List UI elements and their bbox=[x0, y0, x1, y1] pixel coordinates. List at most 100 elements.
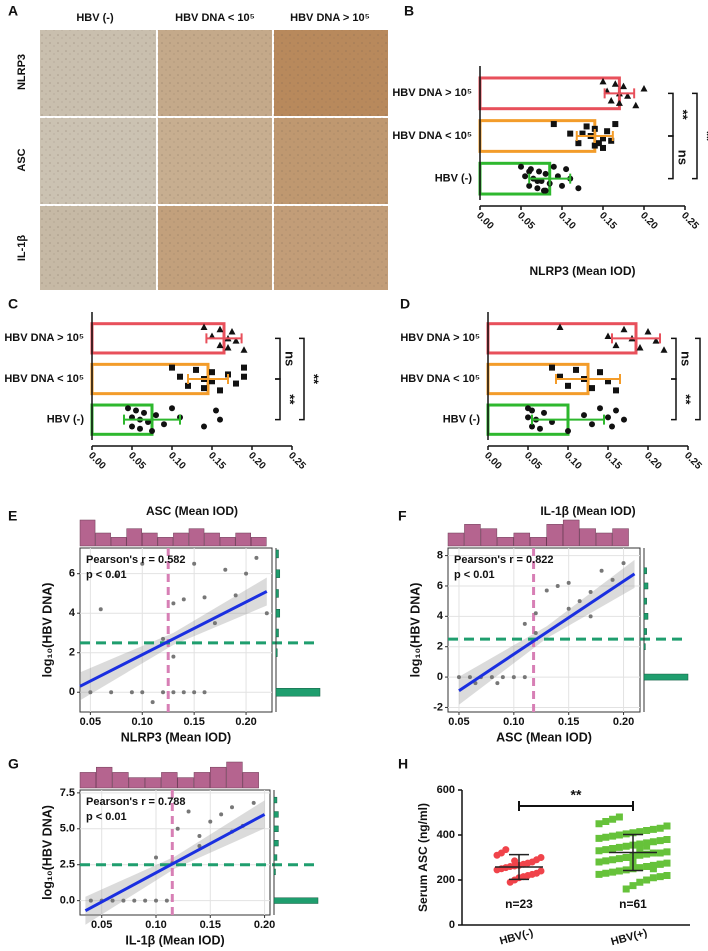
point bbox=[177, 373, 183, 380]
point bbox=[597, 405, 603, 412]
point bbox=[595, 820, 603, 828]
annotation: p < 0.01 bbox=[86, 811, 127, 823]
point bbox=[193, 366, 199, 373]
point bbox=[656, 860, 664, 868]
point bbox=[230, 805, 234, 810]
point bbox=[622, 885, 630, 893]
histogram-bar bbox=[142, 532, 158, 547]
point bbox=[602, 869, 610, 877]
point bbox=[624, 92, 632, 99]
point bbox=[533, 611, 538, 616]
x-tick-label: 0.05 bbox=[126, 450, 148, 472]
category-label: HBV DNA > 10⁵ bbox=[400, 332, 480, 344]
x-axis-label: NLRP3 (Mean IOD) bbox=[529, 264, 635, 278]
point bbox=[241, 364, 247, 371]
error-bar bbox=[528, 171, 572, 186]
point bbox=[615, 867, 623, 875]
significance-label: ns bbox=[676, 150, 691, 165]
bar-panel: HBV (-) HBV DNA < 10⁵ HBV DNA > 10⁵ 0.00 0.0… bbox=[4, 312, 322, 518]
histogram-bar bbox=[275, 569, 281, 578]
annotation: Pearson's r = 0.582 bbox=[86, 554, 186, 566]
point bbox=[577, 599, 582, 604]
x-tick-label: 0.25 bbox=[682, 450, 704, 472]
column-label: HBV DNA < 10⁵ bbox=[175, 12, 255, 24]
x-tick-label: 0.10 bbox=[556, 210, 578, 232]
point bbox=[559, 182, 565, 189]
y-tick-label: 7.5 bbox=[60, 787, 75, 799]
x-tick-label: 0.20 bbox=[613, 716, 634, 728]
point bbox=[591, 142, 598, 149]
error-bar bbox=[575, 129, 614, 143]
category-label: HBV DNA < 10⁵ bbox=[400, 373, 480, 385]
point bbox=[161, 421, 167, 428]
point bbox=[202, 595, 207, 600]
y-tick-label: 2.5 bbox=[60, 859, 75, 871]
category-label: HBV DNA > 10⁵ bbox=[392, 87, 472, 99]
significance-bracket bbox=[695, 337, 701, 421]
panel-letter: F bbox=[398, 508, 407, 524]
point bbox=[608, 137, 615, 144]
point bbox=[522, 621, 527, 626]
point bbox=[125, 405, 131, 412]
point bbox=[544, 588, 549, 593]
regression-line bbox=[458, 572, 636, 692]
scatter-panel: 0.05 0.10 0.15 0.20 0 2 4 6 Pearson's r = 0.582 p… bbox=[40, 519, 321, 744]
significance-bracket bbox=[671, 378, 677, 421]
point bbox=[612, 121, 619, 128]
x-tick-label: 0.15 bbox=[200, 919, 221, 931]
point bbox=[589, 385, 595, 392]
point bbox=[660, 346, 668, 353]
point bbox=[609, 815, 617, 823]
y-tick-label: 0.0 bbox=[60, 895, 75, 907]
panel-letter: H bbox=[398, 756, 408, 772]
point bbox=[604, 128, 611, 135]
point bbox=[565, 382, 571, 389]
histogram-bar bbox=[273, 854, 278, 861]
point bbox=[241, 373, 247, 380]
x-tick-label: 0.05 bbox=[522, 450, 544, 472]
significance-bracket bbox=[668, 92, 674, 137]
point bbox=[636, 840, 644, 848]
point bbox=[212, 621, 217, 626]
x-tick-label: 0.05 bbox=[448, 716, 469, 728]
point bbox=[649, 874, 657, 882]
x-tick-label: 0.05 bbox=[91, 919, 112, 931]
point bbox=[579, 130, 586, 137]
point bbox=[563, 166, 570, 173]
x-tick-label: 0.15 bbox=[602, 450, 624, 472]
point bbox=[595, 870, 603, 878]
histogram-bar bbox=[250, 537, 267, 547]
point bbox=[663, 859, 671, 867]
histogram-bar bbox=[546, 524, 563, 547]
histogram-bar bbox=[612, 528, 629, 547]
point bbox=[636, 343, 644, 351]
point bbox=[649, 865, 657, 873]
point bbox=[605, 378, 611, 385]
panel-a: A HBV (-) HBV DNA < 10⁵ HBV DNA > 10⁵ NL… bbox=[8, 3, 388, 290]
histogram-bar bbox=[497, 537, 514, 547]
category-label: HBV (-) bbox=[435, 173, 473, 185]
point bbox=[164, 898, 169, 903]
point bbox=[615, 831, 623, 839]
point bbox=[121, 898, 126, 903]
histogram-bar bbox=[273, 796, 278, 804]
point bbox=[636, 847, 644, 855]
row-label: NLRP3 bbox=[16, 54, 28, 90]
point bbox=[132, 898, 137, 903]
y-axis-label: log₁₀(HBV DNA) bbox=[408, 583, 422, 678]
point bbox=[609, 832, 617, 840]
point bbox=[467, 675, 472, 680]
x-axis-label: ASC (Mean IOD) bbox=[496, 730, 592, 744]
significance-label: ** bbox=[307, 374, 322, 385]
point bbox=[609, 423, 615, 430]
histogram-bar bbox=[643, 643, 646, 650]
point bbox=[161, 690, 166, 695]
point bbox=[620, 325, 628, 333]
significance-bracket bbox=[275, 337, 281, 380]
annotation: p < 0.01 bbox=[86, 569, 127, 581]
x-tick-label: 0.15 bbox=[206, 450, 228, 472]
point bbox=[213, 407, 219, 414]
point bbox=[636, 828, 644, 836]
point bbox=[153, 412, 159, 419]
point bbox=[537, 854, 545, 861]
